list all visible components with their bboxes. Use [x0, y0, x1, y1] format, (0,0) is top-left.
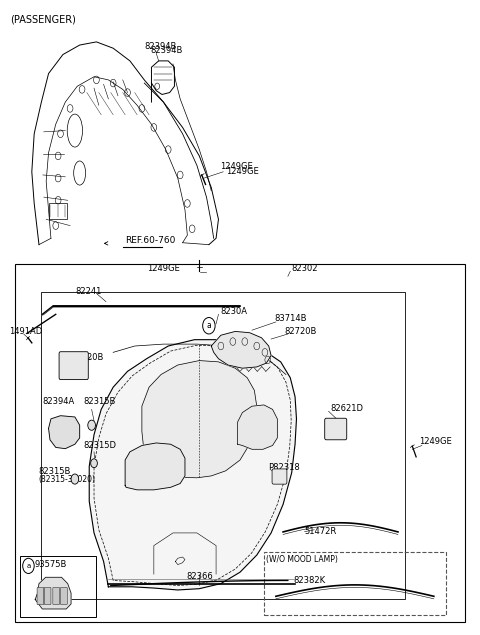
Text: 83714B: 83714B — [275, 314, 307, 323]
Text: 82315D: 82315D — [83, 441, 116, 450]
Circle shape — [91, 459, 97, 467]
Text: 82315B: 82315B — [38, 467, 71, 476]
Text: 1491AD: 1491AD — [9, 327, 43, 336]
Text: a: a — [206, 321, 211, 330]
Text: 82382K: 82382K — [294, 576, 326, 585]
Text: 82394B: 82394B — [150, 46, 182, 55]
Polygon shape — [35, 577, 71, 609]
Text: (W/O MOOD LAMP): (W/O MOOD LAMP) — [266, 555, 338, 564]
Text: 82366: 82366 — [186, 572, 213, 580]
Text: 82394B: 82394B — [145, 43, 177, 51]
Bar — [20, 556, 96, 617]
Text: 51472R: 51472R — [305, 527, 337, 536]
Text: 82315B: 82315B — [83, 397, 115, 406]
FancyBboxPatch shape — [272, 469, 287, 484]
Bar — [41, 292, 405, 599]
FancyBboxPatch shape — [324, 418, 347, 440]
Text: (PASSENGER): (PASSENGER) — [10, 15, 76, 25]
Polygon shape — [142, 361, 257, 478]
Bar — [48, 203, 67, 219]
Text: 82621D: 82621D — [330, 404, 363, 413]
Text: a: a — [26, 563, 31, 569]
Text: 93575B: 93575B — [34, 560, 67, 569]
Text: 1249GE: 1249GE — [147, 264, 180, 272]
Text: 1249GE: 1249GE — [226, 167, 258, 177]
Polygon shape — [125, 443, 185, 490]
Text: 82241: 82241 — [75, 287, 101, 296]
Text: P82318: P82318 — [268, 462, 300, 472]
Text: 82720B: 82720B — [284, 327, 316, 336]
Text: 1249GE: 1249GE — [420, 436, 452, 446]
Polygon shape — [89, 340, 297, 590]
Text: (82315-33020): (82315-33020) — [38, 474, 95, 484]
Text: 1249GE: 1249GE — [220, 162, 252, 171]
FancyBboxPatch shape — [37, 587, 44, 605]
Polygon shape — [211, 331, 271, 368]
Circle shape — [88, 420, 96, 431]
Text: 82394A: 82394A — [42, 397, 74, 406]
Circle shape — [71, 474, 79, 484]
Text: 8230A: 8230A — [220, 307, 247, 316]
Text: REF.60-760: REF.60-760 — [125, 236, 176, 244]
FancyBboxPatch shape — [44, 587, 51, 605]
FancyBboxPatch shape — [59, 352, 88, 380]
Text: 82302: 82302 — [291, 264, 318, 272]
FancyBboxPatch shape — [60, 587, 67, 605]
Text: 82620B: 82620B — [72, 353, 104, 362]
Polygon shape — [48, 416, 80, 449]
Bar — [264, 552, 446, 615]
FancyBboxPatch shape — [53, 587, 60, 605]
Polygon shape — [238, 405, 277, 450]
Bar — [15, 264, 465, 622]
